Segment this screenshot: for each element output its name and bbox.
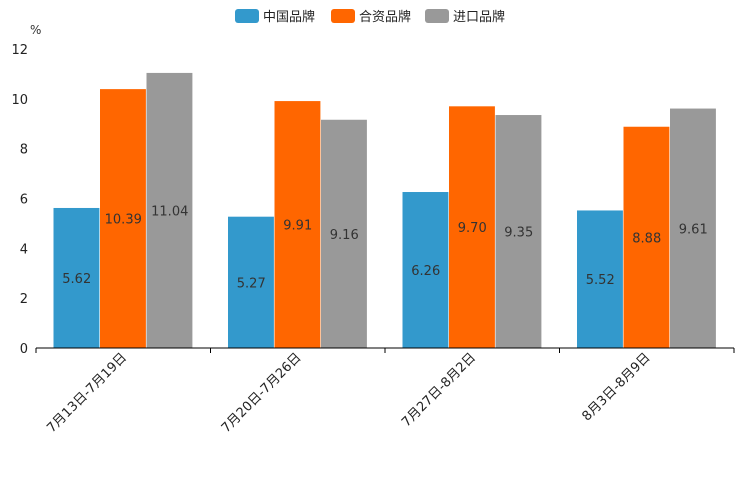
y-tick-label: 2: [20, 292, 28, 307]
bar-value-label: 9.16: [330, 228, 359, 243]
bar: [274, 101, 321, 348]
bar-value-label: 5.27: [237, 276, 266, 291]
legend-item: 中国品牌: [235, 9, 315, 25]
bar: [321, 119, 367, 348]
bar-value-label: 11.04: [151, 204, 188, 219]
y-tick-label: 12: [11, 43, 28, 58]
y-tick-label: 0: [20, 342, 28, 357]
bar: [100, 89, 146, 349]
bar: [53, 207, 100, 348]
legend-label: 进口品牌: [453, 9, 505, 25]
bar-value-label: 10.39: [105, 213, 142, 228]
legend-swatch: [331, 9, 355, 23]
bar-value-label: 8.88: [632, 231, 661, 246]
bar-value-label: 6.26: [411, 264, 440, 279]
x-tick-label: 7月20日-7月26日: [219, 350, 305, 436]
x-tick-label: 7月27日-8月2日: [399, 350, 479, 430]
bar: [495, 115, 542, 348]
y-tick-label: 8: [20, 143, 28, 158]
bar-value-label: 5.52: [586, 273, 615, 288]
x-tick-label: 8月3日-8月9日: [579, 350, 653, 424]
y-axis-ticks: 0 2 4 6 8 10 12: [11, 43, 28, 357]
y-tick-label: 4: [20, 242, 28, 257]
bars: [53, 72, 716, 349]
legend-swatch: [425, 9, 449, 23]
bar: [449, 106, 495, 348]
y-axis-unit-label: %: [30, 23, 41, 37]
value-labels: 5.62 10.39 11.04 5.27 9.91 9.16 6.26 9.70 9.35 5.…: [62, 204, 707, 291]
bar-value-label: 9.61: [679, 222, 708, 237]
y-tick-label: 6: [20, 193, 28, 208]
legend-label: 合资品牌: [359, 9, 411, 25]
x-tick-label: 7月13日-7月19日: [44, 350, 130, 436]
bar: [228, 216, 274, 348]
legend-label: 中国品牌: [263, 9, 315, 25]
bar-value-label: 5.62: [62, 272, 91, 287]
x-axis-ticks: 7月13日-7月19日 7月20日-7月26日 7月27日-8月2日 8月3日-8月9…: [35, 348, 735, 436]
bar-value-label: 9.35: [504, 226, 533, 241]
legend-item: 合资品牌: [331, 9, 411, 25]
bar: [146, 72, 193, 349]
bar: [402, 192, 449, 348]
bar-value-label: 9.70: [458, 221, 487, 236]
bar: [623, 126, 670, 349]
bar-value-label: 9.91: [283, 219, 312, 234]
bar: [670, 108, 716, 348]
legend: 中国品牌 合资品牌 进口品牌: [235, 9, 505, 25]
legend-item: 进口品牌: [425, 9, 505, 25]
bar: [577, 210, 623, 348]
y-tick-label: 10: [11, 93, 28, 108]
legend-swatch: [235, 9, 259, 23]
